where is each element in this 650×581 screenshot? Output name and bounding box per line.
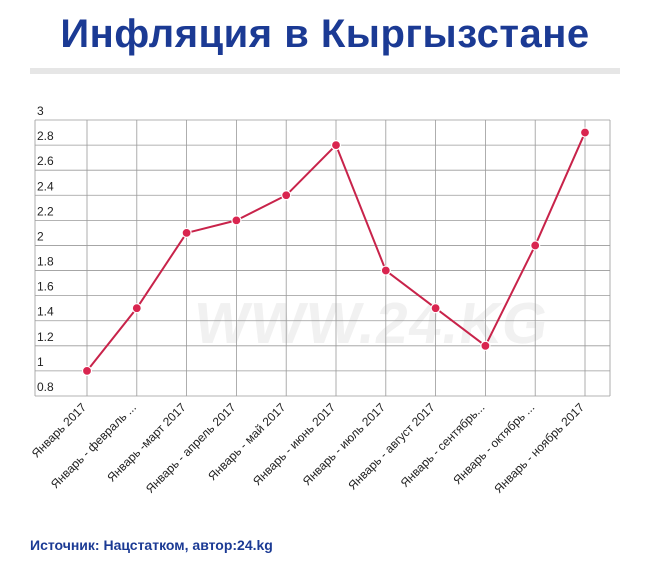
- data-point: [330, 139, 342, 151]
- y-tick-label: 1.6: [37, 280, 54, 294]
- y-tick-label: 1.4: [37, 305, 54, 319]
- chart-title: Инфляция в Кыргызстане: [60, 12, 590, 56]
- data-point: [131, 303, 142, 314]
- x-tick-label: Январь - ноябрь 2017: [491, 400, 587, 496]
- data-points: [81, 127, 591, 377]
- title-divider: [30, 68, 620, 74]
- data-point: [231, 215, 242, 226]
- data-point: [480, 340, 491, 351]
- y-axis-ticks: 0.8 1 1.2 1.4 1.6 1.8 2 2.2 2.4 2.6 2.8 3: [37, 104, 54, 394]
- x-tick-label: Январь - апрель 2017: [143, 400, 239, 496]
- y-tick-label: 2: [37, 229, 44, 243]
- x-tick-label: Январь - февраль ...: [48, 400, 139, 491]
- x-tick-label: Январь - июнь 2017: [250, 400, 338, 488]
- y-tick-label: 2.6: [37, 154, 54, 168]
- x-tick-label: Январь - сентябрь...: [398, 400, 488, 490]
- y-tick-label: 0.8: [37, 380, 54, 394]
- y-tick-label: 1.8: [37, 255, 54, 269]
- y-tick-label: 2.4: [37, 179, 54, 193]
- y-tick-label: 2.2: [37, 204, 54, 218]
- data-point: [579, 127, 591, 138]
- data-point: [380, 265, 391, 276]
- data-point: [181, 227, 192, 239]
- y-tick-label: 1.2: [37, 330, 54, 344]
- y-tick-label: 2.8: [37, 129, 54, 143]
- y-tick-label: 3: [37, 104, 44, 118]
- x-tick-label: Январь - август 2017: [345, 400, 438, 493]
- data-point: [281, 190, 292, 201]
- y-tick-label: 1: [37, 355, 44, 369]
- data-point: [81, 365, 93, 377]
- data-point: [430, 303, 441, 314]
- x-tick-label: Январь - июль 2017: [300, 400, 388, 488]
- data-point: [530, 240, 541, 251]
- source-caption: Источник: Нацстатком, автор:24.kg: [30, 537, 273, 553]
- grid-lines: [34, 119, 611, 397]
